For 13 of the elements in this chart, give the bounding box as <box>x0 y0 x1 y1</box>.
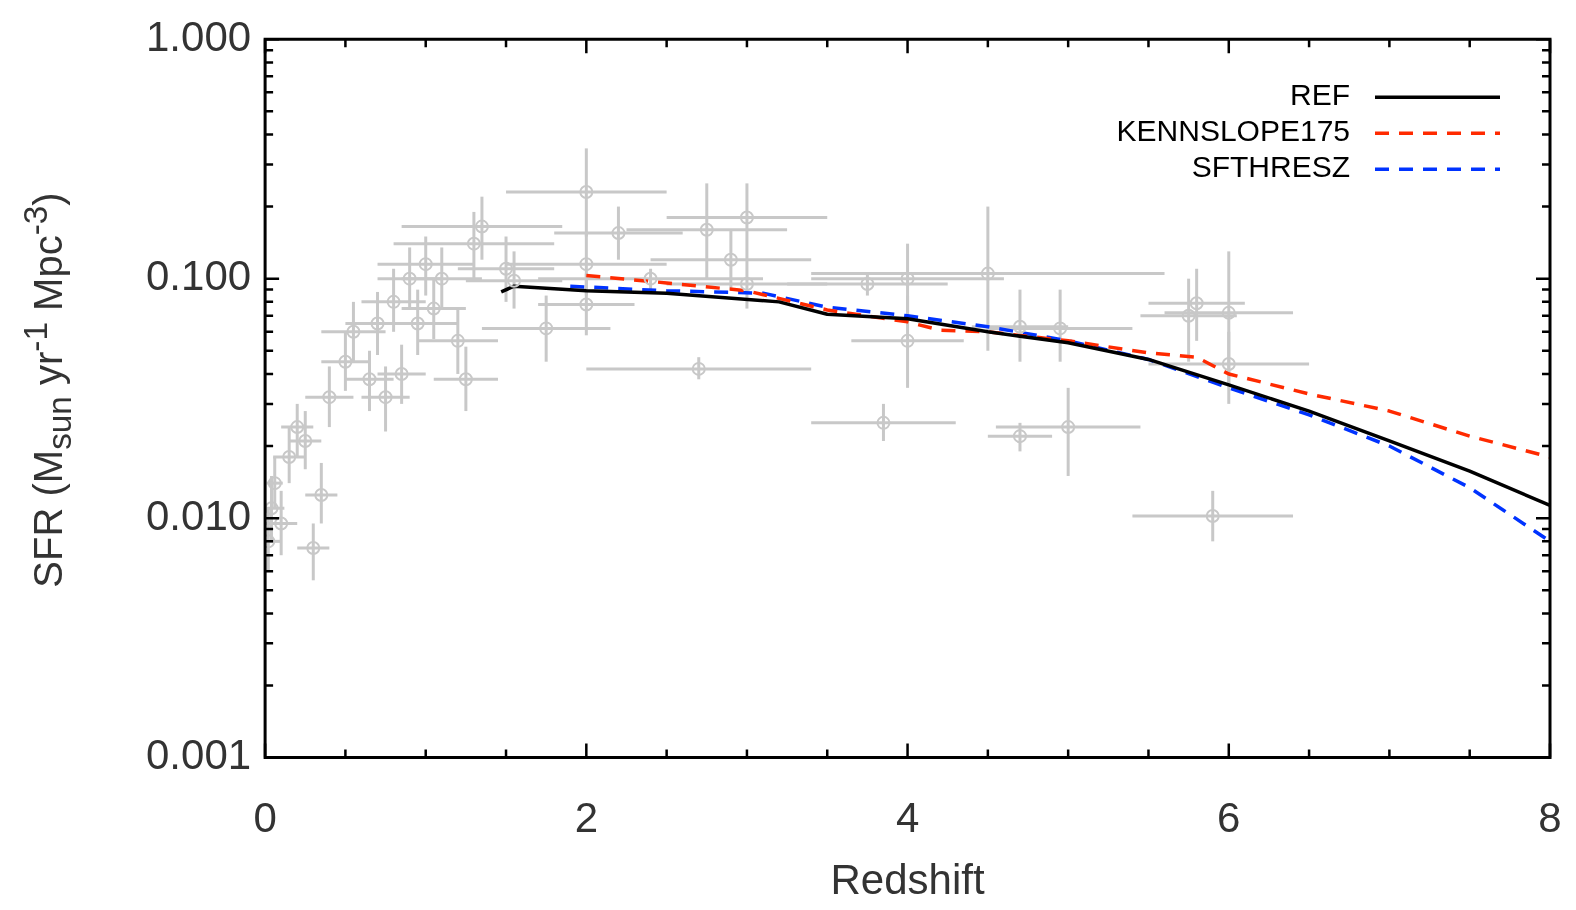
y-tick-label: 0.100 <box>145 252 252 300</box>
y-tick-label: 0.010 <box>145 491 252 539</box>
x-tick-label: 4 <box>895 794 920 842</box>
y-tick-label: 0.001 <box>145 731 252 779</box>
x-tick-label: 8 <box>1538 794 1562 842</box>
x-tick-label: 0 <box>253 794 277 842</box>
x-tick-label: 2 <box>574 794 599 842</box>
x-axis-title: Redshift <box>830 856 985 904</box>
legend-label: SFTHRESZ <box>1191 150 1350 184</box>
y-tick-label: 1.000 <box>145 12 252 60</box>
legend-label: REF <box>1290 78 1350 112</box>
legend-label: KENNSLOPE175 <box>1116 114 1350 148</box>
x-tick-label: 6 <box>1217 794 1241 842</box>
